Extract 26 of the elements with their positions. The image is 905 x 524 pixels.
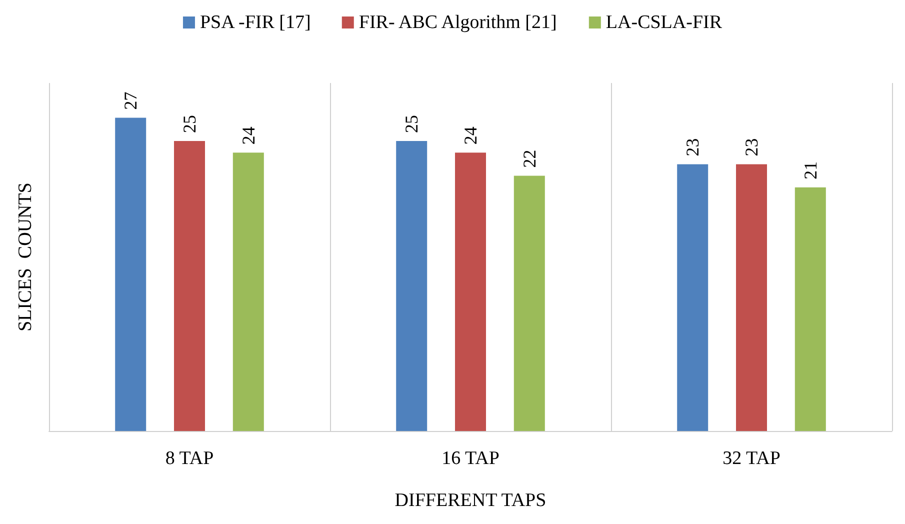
bar [455, 152, 486, 431]
data-label: 21 [800, 161, 820, 180]
bar [677, 164, 708, 431]
y-axis-title: SLICES COUNTS [15, 182, 36, 332]
x-tick-label: 32 TAP [722, 448, 780, 469]
data-label: 27 [120, 92, 141, 110]
data-label: 22 [519, 150, 540, 168]
bar [115, 118, 146, 431]
data-label: 23 [742, 138, 762, 156]
data-label: 24 [238, 126, 258, 145]
bar [794, 187, 826, 431]
data-label: 25 [180, 115, 200, 133]
x-axis-title: DIFFERENT TAPS [394, 490, 546, 511]
legend-label: PSA -FIR [17] [200, 12, 311, 33]
bar [396, 141, 428, 431]
x-tick-label: 16 TAP [442, 448, 500, 469]
data-label: 24 [460, 126, 480, 145]
data-label: 25 [402, 115, 422, 133]
bar [514, 176, 545, 431]
x-tick-label: 8 TAP [165, 448, 214, 469]
bar [174, 141, 205, 431]
bar [232, 152, 264, 431]
data-label: 23 [682, 138, 703, 156]
legend-label: LA-CSLA-FIR [606, 12, 722, 33]
bar [736, 164, 767, 431]
legend-label: FIR- ABC Algorithm [21] [358, 12, 557, 33]
